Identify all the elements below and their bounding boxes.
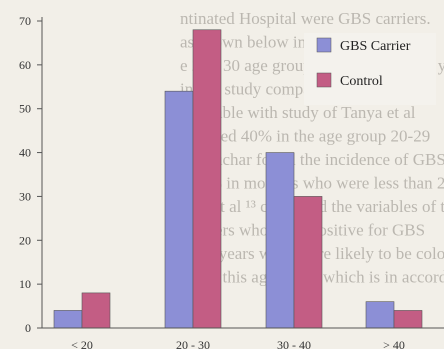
y-tick-label: 50 xyxy=(19,102,31,116)
y-tick-label: 40 xyxy=(19,146,31,160)
bar-control xyxy=(81,292,111,329)
y-tick-label: 70 xyxy=(19,14,31,28)
bar-gbs-carrier xyxy=(53,310,83,329)
y-tick-label: 30 xyxy=(19,189,31,203)
legend-label: GBS Carrier xyxy=(340,39,411,54)
x-tick-label: > 40 xyxy=(383,338,405,349)
background-text-line: ntinated Hospital were GBS carriers. xyxy=(180,9,431,28)
y-tick-label: 0 xyxy=(25,321,31,335)
bar-gbs-carrier xyxy=(265,152,295,329)
x-axis: < 20 20 - 30 30 - 40 > 40 xyxy=(42,327,444,349)
y-tick-label: 10 xyxy=(19,277,31,291)
bar-gbs-carrier xyxy=(164,90,194,329)
bar-control xyxy=(293,196,323,329)
background-text-line: mparable with study of Tanya et al xyxy=(180,103,416,122)
y-tick-label: 60 xyxy=(19,58,31,72)
bars xyxy=(53,29,423,329)
x-tick-label: 30 - 40 xyxy=(277,338,311,349)
y-axis: 0 10 20 30 40 50 60 70 xyxy=(19,14,43,335)
background-text-line: reported 40% in the age group 20-29 xyxy=(180,127,430,146)
bar-control xyxy=(192,29,222,329)
legend-label: Control xyxy=(340,74,383,89)
x-tick-label: < 20 xyxy=(71,338,93,349)
background-text-line: s 42% in mothers who were less than 20 y… xyxy=(180,174,444,193)
bar-gbs-carrier xyxy=(365,301,395,329)
legend-swatch xyxy=(316,37,332,53)
legend: GBS Carrier Control xyxy=(304,33,436,105)
legend-swatch xyxy=(316,72,332,88)
background-text-line: kotwuchar found the incidence of GBS xyxy=(180,150,444,169)
bar-control xyxy=(393,310,423,329)
y-tick-label: 20 xyxy=(19,233,31,247)
x-tick-label: 20 - 30 xyxy=(176,338,210,349)
